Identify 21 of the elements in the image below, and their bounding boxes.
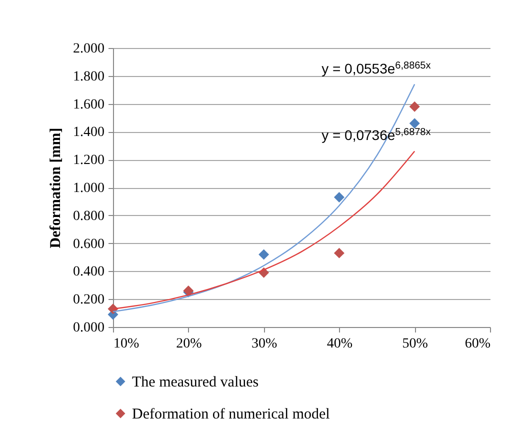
y-tick-label: 1.400 [73,125,104,140]
x-tick-label: 20% [176,336,202,352]
annotation: y = 0,0553e$^{6,8865x}$ [322,60,431,76]
x-tick-label: 30% [251,336,278,352]
y-tick-label: 1.000 [73,181,104,196]
y-tick-label: 2.000 [73,42,104,56]
legend-label: The measured values [132,374,259,390]
x-tick-label: 50% [402,336,428,352]
y-tick-label: 0.000 [73,320,104,336]
x-tick-label: 60% [464,336,491,352]
y-tick-label: 0.200 [73,292,104,308]
y-tick-label: 1.800 [73,69,104,84]
y-tick-label: 1.200 [73,153,104,168]
y-tick-label: 0.600 [73,236,104,252]
legend-label: Deformation of numerical model [132,406,330,422]
y-tick-label: 0.400 [73,264,104,280]
y-axis-title: Deformation [mm] [48,128,64,248]
y-tick-label: 1.600 [73,97,104,112]
x-tick-label: 10% [114,336,140,352]
x-tick-label: 40% [326,336,353,352]
y-tick-label: 0.800 [73,208,104,224]
